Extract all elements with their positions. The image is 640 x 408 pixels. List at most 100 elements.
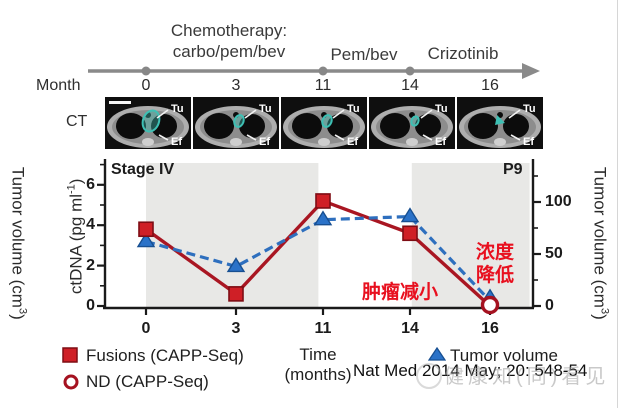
watermark-logo-icon [416,363,442,389]
yright-tick-100: 100 [545,193,572,210]
patient-label: P9 [503,161,523,178]
ct-left-lung [468,113,498,139]
timeline-dot-month-11 [318,66,328,76]
timeline-dot-month-0 [141,66,151,76]
stage-label: Stage IV [111,161,175,178]
ct-tu-pointer [156,109,169,119]
ct-right-lung [503,114,529,138]
yright-tick-50: 50 [545,245,563,262]
ct-scan-month-11: Tu Ef [281,97,367,149]
ct-left-lung [380,113,410,139]
ct-left-lung [292,113,322,139]
legend-fusions-swatch-icon [62,347,78,363]
left-cropped-axis-label-text: Tumor volume (cm [8,166,28,308]
ct-tu-label: Tu [347,103,360,115]
yleft-tick-6: 6 [86,175,95,193]
ct-ef-label: Ef [347,136,358,148]
legend-tumor-volume-triangle-icon [428,346,446,361]
x-axis-title-line1: Time [299,345,337,364]
watermark-text: 健康知(同)看见 [444,366,610,388]
ct-spine [142,138,154,146]
tumor-volume-point-11 [313,210,333,226]
tumor-volume-axis-label: Tumor volume (cm3) [590,143,611,343]
ct-spine [406,138,418,146]
ct-tu-pointer [508,109,521,119]
yright-tick-0: 0 [545,297,554,314]
crop-artifact-line [617,0,618,408]
ct-ef-label: Ef [171,136,182,148]
ct-tu-label: Tu [171,103,184,115]
timeline-chemo-label: Chemotherapy: carbo/pem/bev [154,20,304,62]
ctdna-axis-label: ctDNA (pg ml-1) [66,136,87,336]
annotation-conc-line1: 浓度 [476,242,515,263]
x-axis-title-line2: (months) [284,365,352,384]
ct-tumor-outline [233,114,245,128]
ct-scan-month-16: Tu Ef [457,97,543,149]
x-axis-title: Time (months) [268,345,368,385]
ct-tu-label: Tu [523,103,536,115]
annotation-tumor-shrink: 肿瘤减小 [362,282,439,303]
ct-ef-pointer [510,134,521,141]
ct-right-lung [239,114,265,138]
legend-tumor-volume-label: Tumor volume [450,346,559,365]
month-tick-3: 3 [231,77,241,94]
ct-tumor-outline [141,109,161,133]
left-cropped-axis-label-close: ) [8,314,28,320]
ct-right-lung [151,114,177,138]
tumor-volume-point-0 [136,232,156,248]
fusions-point-0 [138,221,154,238]
ct-tu-label: Tu [259,103,272,115]
yleft-tick-4: 4 [86,216,95,234]
month-row-label: Month [36,77,81,94]
ct-spine [494,138,506,146]
x-tick-3: 3 [231,320,241,337]
month-tick-11: 11 [314,77,332,94]
ct-scan-month-14: Tu Ef [369,97,455,149]
tumor-volume-point-14 [400,207,420,223]
annotation-concentration-drop: 浓度 降低 [476,241,514,287]
timeline-dot-month-14 [405,66,415,76]
ct-left-lung [204,113,234,139]
ctdna-axis-label-text: ctDNA (pg ml [66,193,86,295]
annotation-conc-line2: 降低 [476,265,515,286]
tumor-volume-point-3 [226,257,246,273]
tumor-volume-axis-label-text: Tumor volume (cm [590,166,610,308]
ct-spine [318,138,330,146]
ctdna-axis-label-sup: -1 [65,184,78,194]
tumor-volume-line [145,214,492,302]
ct-ef-pointer [158,134,169,141]
ct-ef-pointer [246,134,257,141]
yleft-tick-0: 0 [86,297,95,314]
legend-nd-circle-icon [63,374,79,390]
month-tick-16: 16 [481,77,499,94]
ct-tumor-outline [321,114,333,128]
ct-ef-pointer [422,134,433,141]
ct-row-label: CT [66,113,88,130]
ct-tu-pointer [244,109,257,119]
timeline-chemo-line1: Chemotherapy: [170,21,288,40]
ct-right-lung [415,114,441,138]
ct-scalebar [109,101,131,104]
tumor-volume-axis-label-close: ) [590,314,610,320]
ct-ef-pointer [334,134,345,141]
x-tick-0: 0 [141,320,151,337]
ct-image-strip: Tu Ef Tu Ef Tu Ef Tu Ef Tu Ef [105,97,543,149]
ct-left-lung [116,113,146,139]
ct-tumor-arrow-icon [495,115,505,125]
month-tick-0: 0 [141,77,151,94]
ct-spine [230,138,242,146]
left-cropped-axis-label: Tumor volume (cm3) [8,143,29,343]
legend-fusions-label: Fusions (CAPP-Seq) [86,346,244,365]
x-tick-14: 14 [401,320,419,337]
timeline-phase2-label: Pem/bev [330,45,398,64]
ct-scan-month-3: Tu Ef [193,97,279,149]
ct-tu-label: Tu [435,103,448,115]
ct-scan-month-0: Tu Ef [105,97,191,149]
timeline-arrowhead-icon [522,63,540,79]
fusions-point-3 [228,286,244,302]
ct-ef-label: Ef [523,136,534,148]
ct-tu-pointer [332,109,345,119]
ct-ef-label: Ef [435,136,446,148]
